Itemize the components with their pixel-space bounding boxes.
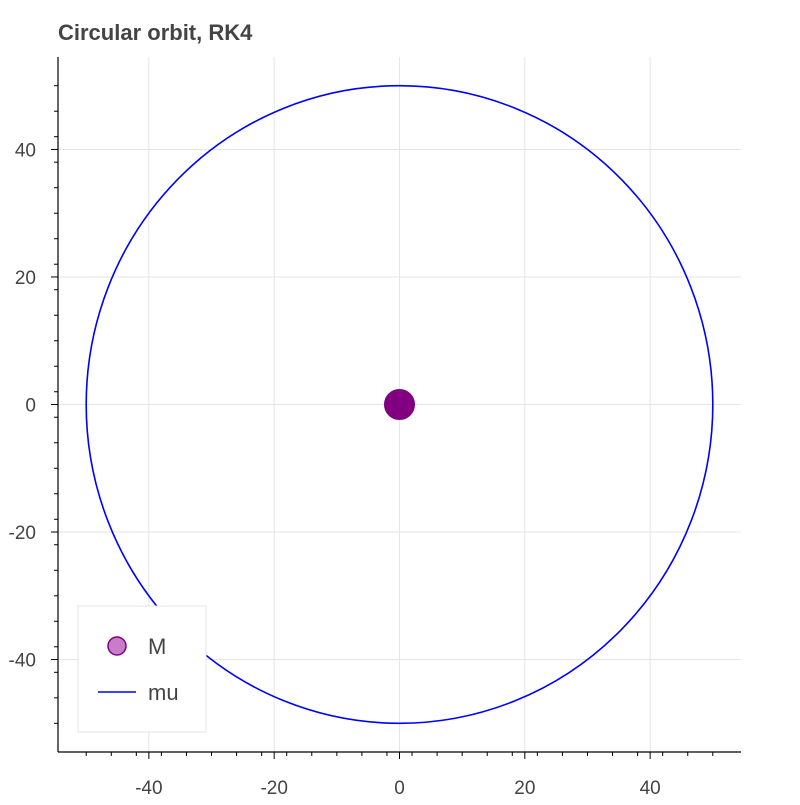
x-tick-label: 40 — [640, 778, 661, 799]
y-tick-label: -20 — [9, 523, 36, 544]
legend: Mmu — [77, 605, 207, 733]
x-tick-label: -20 — [260, 778, 287, 799]
axes: -40 -20 0 20 40 -40 -20 0 20 40 — [9, 57, 741, 799]
y-tick-label: 0 — [25, 396, 36, 417]
x-tick-label: 0 — [394, 778, 405, 799]
scatter-point-M — [384, 389, 415, 420]
y-tick-label: 20 — [15, 268, 36, 289]
chart-title: Circular orbit, RK4 — [58, 20, 253, 45]
plot-area — [85, 84, 714, 725]
y-tick-label: 40 — [15, 140, 36, 161]
x-tick-label: -40 — [135, 778, 162, 799]
legend-swatch-M — [107, 636, 127, 656]
orbit-line-mu — [85, 84, 714, 725]
legend-box — [77, 605, 207, 733]
legend-label: M — [148, 634, 166, 659]
x-tick-label: 20 — [514, 778, 535, 799]
y-tick-label: -40 — [9, 651, 36, 672]
legend-label: mu — [148, 680, 179, 705]
